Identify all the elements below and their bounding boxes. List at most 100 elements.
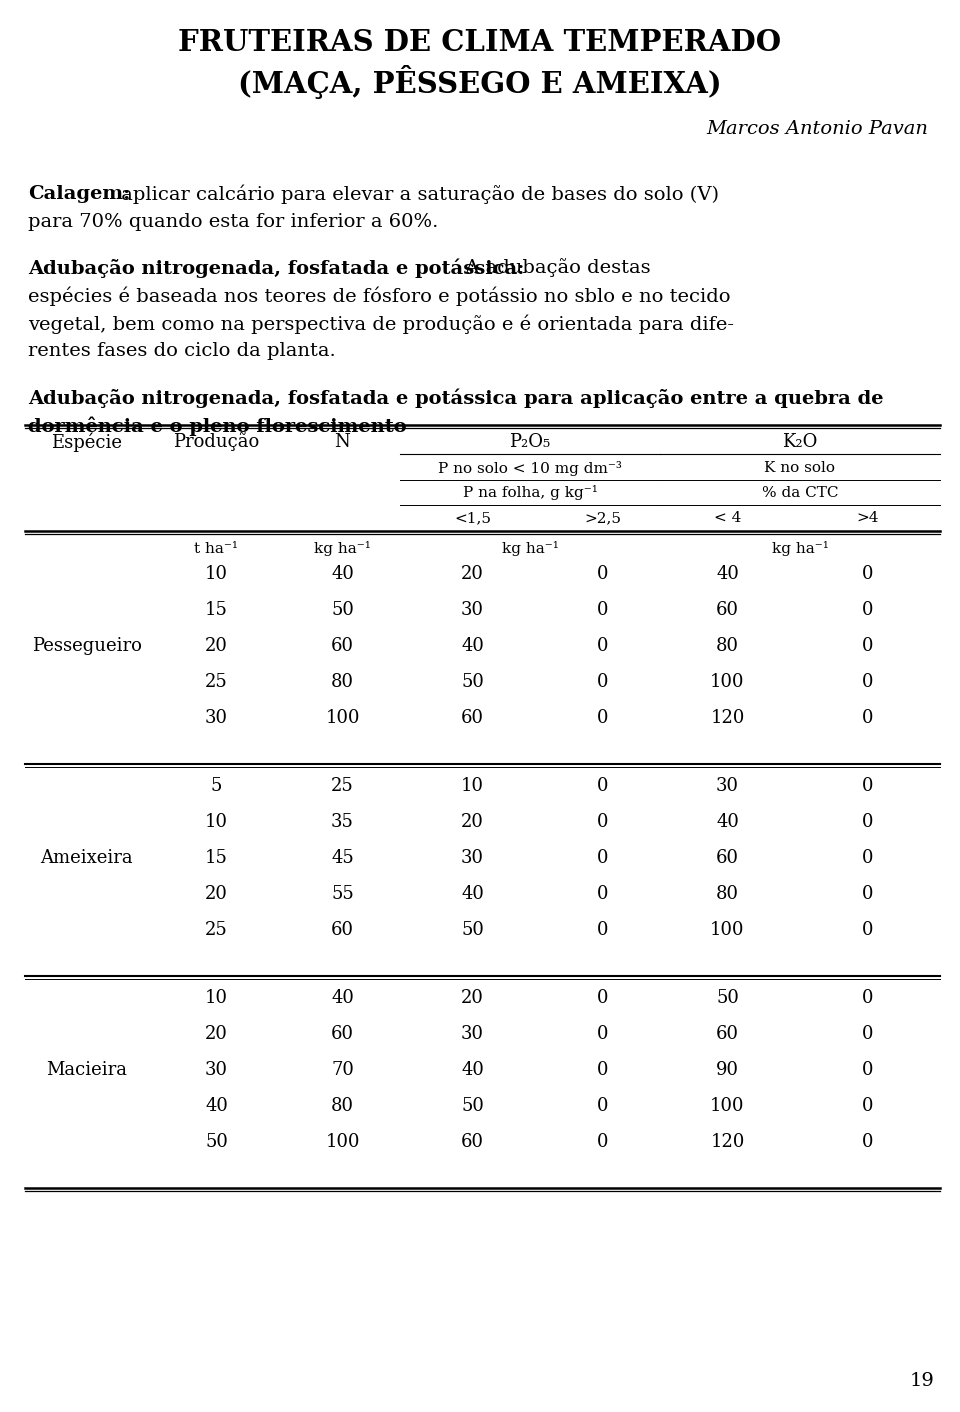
- Text: kg ha⁻¹: kg ha⁻¹: [314, 541, 371, 556]
- Text: 20: 20: [461, 988, 484, 1007]
- Text: 30: 30: [461, 602, 484, 618]
- Text: 10: 10: [205, 813, 228, 832]
- Text: Marcos Antonio Pavan: Marcos Antonio Pavan: [707, 120, 928, 138]
- Text: 30: 30: [205, 1060, 228, 1079]
- Text: 40: 40: [331, 565, 354, 583]
- Text: 120: 120: [710, 709, 745, 727]
- Text: 50: 50: [331, 602, 354, 618]
- Text: vegetal, bem como na perspectiva de produção e é orientada para dife-: vegetal, bem como na perspectiva de prod…: [28, 313, 734, 333]
- Text: 100: 100: [710, 921, 745, 939]
- Text: 0: 0: [597, 637, 609, 655]
- Text: 45: 45: [331, 849, 354, 867]
- Text: Calagem:: Calagem:: [28, 185, 131, 203]
- Text: N: N: [335, 433, 350, 450]
- Text: 25: 25: [205, 921, 228, 939]
- Text: espécies é baseada nos teores de fósforo e potássio no sblo e no tecido: espécies é baseada nos teores de fósforo…: [28, 287, 731, 305]
- Text: 0: 0: [597, 813, 609, 832]
- Text: 0: 0: [597, 921, 609, 939]
- Text: 50: 50: [461, 1097, 484, 1115]
- Text: 80: 80: [331, 674, 354, 690]
- Text: dormência e o pleno florescimento: dormência e o pleno florescimento: [28, 417, 407, 435]
- Text: 50: 50: [205, 1132, 228, 1151]
- Text: 50: 50: [461, 921, 484, 939]
- Text: 100: 100: [710, 674, 745, 690]
- Text: Pessegueiro: Pessegueiro: [32, 637, 141, 655]
- Text: 0: 0: [862, 1060, 874, 1079]
- Text: P na folha, g kg⁻¹: P na folha, g kg⁻¹: [463, 486, 597, 500]
- Text: 30: 30: [461, 1025, 484, 1043]
- Text: 60: 60: [716, 602, 739, 618]
- Text: P₂O₅: P₂O₅: [510, 433, 551, 450]
- Text: 0: 0: [597, 1060, 609, 1079]
- Text: 120: 120: [710, 1132, 745, 1151]
- Text: 40: 40: [716, 565, 739, 583]
- Text: 30: 30: [716, 777, 739, 795]
- Text: K₂O: K₂O: [782, 433, 818, 450]
- Text: 0: 0: [862, 674, 874, 690]
- Text: 10: 10: [205, 565, 228, 583]
- Text: 70: 70: [331, 1060, 354, 1079]
- Text: 60: 60: [331, 637, 354, 655]
- Text: >4: >4: [856, 511, 878, 525]
- Text: 25: 25: [331, 777, 354, 795]
- Text: 80: 80: [716, 885, 739, 904]
- Text: 5: 5: [211, 777, 222, 795]
- Text: 30: 30: [205, 709, 228, 727]
- Text: Ameixeira: Ameixeira: [40, 849, 132, 867]
- Text: 0: 0: [862, 885, 874, 904]
- Text: Produção: Produção: [174, 432, 259, 452]
- Text: 0: 0: [597, 988, 609, 1007]
- Text: A adubação destas: A adubação destas: [459, 258, 651, 277]
- Text: 80: 80: [331, 1097, 354, 1115]
- Text: 0: 0: [862, 709, 874, 727]
- Text: 0: 0: [862, 988, 874, 1007]
- Text: kg ha⁻¹: kg ha⁻¹: [501, 541, 559, 556]
- Text: 20: 20: [461, 813, 484, 832]
- Text: 40: 40: [205, 1097, 228, 1115]
- Text: 55: 55: [331, 885, 354, 904]
- Text: rentes fases do ciclo da planta.: rentes fases do ciclo da planta.: [28, 342, 336, 360]
- Text: < 4: < 4: [714, 511, 741, 525]
- Text: 0: 0: [597, 777, 609, 795]
- Text: 20: 20: [461, 565, 484, 583]
- Text: 20: 20: [205, 1025, 228, 1043]
- Text: K no solo: K no solo: [764, 460, 835, 474]
- Text: 20: 20: [205, 885, 228, 904]
- Text: 0: 0: [862, 1097, 874, 1115]
- Text: 40: 40: [461, 637, 484, 655]
- Text: Macieira: Macieira: [46, 1060, 127, 1079]
- Text: % da CTC: % da CTC: [761, 486, 838, 500]
- Text: aplicar calcário para elevar a saturação de bases do solo (V): aplicar calcário para elevar a saturação…: [115, 185, 719, 205]
- Text: 40: 40: [461, 1060, 484, 1079]
- Text: 10: 10: [205, 988, 228, 1007]
- Text: Adubação nitrogenada, fosfatada e potássica:: Adubação nitrogenada, fosfatada e potáss…: [28, 258, 524, 278]
- Text: 50: 50: [716, 988, 739, 1007]
- Text: 0: 0: [597, 1025, 609, 1043]
- Text: 40: 40: [461, 885, 484, 904]
- Text: (MAÇA, PÊSSEGO E AMEIXA): (MAÇA, PÊSSEGO E AMEIXA): [238, 65, 722, 99]
- Text: 0: 0: [597, 602, 609, 618]
- Text: 60: 60: [461, 1132, 484, 1151]
- Text: 0: 0: [862, 637, 874, 655]
- Text: Adubação nitrogenada, fosfatada e potássica para aplicação entre a quebra de: Adubação nitrogenada, fosfatada e potáss…: [28, 388, 883, 408]
- Text: 0: 0: [597, 565, 609, 583]
- Text: 100: 100: [710, 1097, 745, 1115]
- Text: 30: 30: [461, 849, 484, 867]
- Text: 60: 60: [716, 849, 739, 867]
- Text: 0: 0: [597, 709, 609, 727]
- Text: para 70% quando esta for inferior a 60%.: para 70% quando esta for inferior a 60%.: [28, 213, 439, 232]
- Text: 60: 60: [331, 921, 354, 939]
- Text: t ha⁻¹: t ha⁻¹: [195, 542, 238, 556]
- Text: 80: 80: [716, 637, 739, 655]
- Text: <1,5: <1,5: [454, 511, 491, 525]
- Text: 40: 40: [331, 988, 354, 1007]
- Text: 0: 0: [862, 1132, 874, 1151]
- Text: 10: 10: [461, 777, 484, 795]
- Text: 0: 0: [597, 849, 609, 867]
- Text: 0: 0: [862, 849, 874, 867]
- Text: 0: 0: [862, 921, 874, 939]
- Text: 15: 15: [205, 602, 228, 618]
- Text: 0: 0: [597, 1132, 609, 1151]
- Text: FRUTEIRAS DE CLIMA TEMPERADO: FRUTEIRAS DE CLIMA TEMPERADO: [179, 28, 781, 56]
- Text: kg ha⁻¹: kg ha⁻¹: [772, 541, 828, 556]
